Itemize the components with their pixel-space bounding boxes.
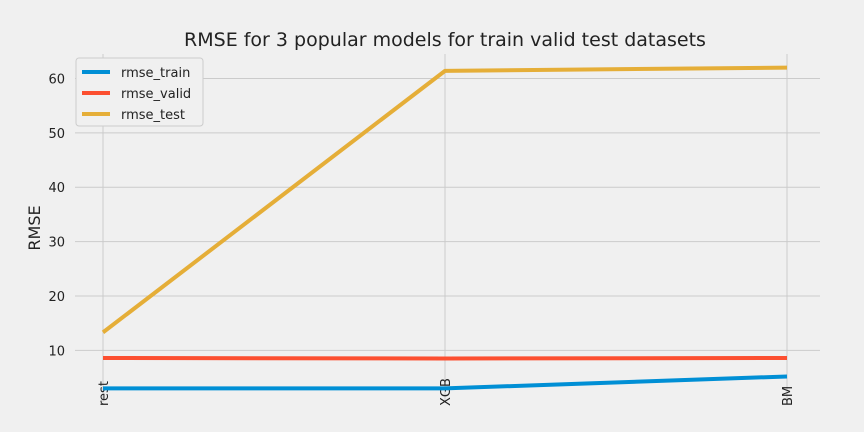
x-tick-label: rest	[97, 381, 112, 406]
x-tick-label: BM	[781, 386, 796, 406]
series-line-rmse_test	[101, 65, 788, 334]
y-axis-label: RMSE	[25, 205, 44, 250]
y-tick-label: 50	[48, 127, 65, 142]
chart-title: RMSE for 3 popular models for train vali…	[184, 29, 706, 51]
series-layer	[101, 65, 788, 391]
x-tick-label: XGB	[439, 378, 454, 406]
legend: rmse_train rmse_valid rmse_test	[75, 57, 204, 127]
y-axis-ticks: 10 20 30 40 50 60	[48, 72, 65, 359]
legend-box	[75, 57, 204, 127]
legend-label: rmse_train	[121, 66, 190, 81]
legend-label: rmse_valid	[121, 87, 191, 102]
y-tick-label: 30	[48, 236, 65, 251]
y-tick-label: 10	[48, 344, 65, 359]
x-axis-ticks: rest XGB BM	[97, 378, 796, 406]
series-line-rmse_valid	[102, 355, 788, 361]
legend-label: rmse_test	[121, 108, 185, 123]
y-tick-label: 20	[48, 290, 65, 305]
y-tick-label: 40	[48, 181, 65, 196]
series-line-rmse_train	[103, 374, 788, 391]
y-tick-label: 60	[48, 72, 65, 87]
